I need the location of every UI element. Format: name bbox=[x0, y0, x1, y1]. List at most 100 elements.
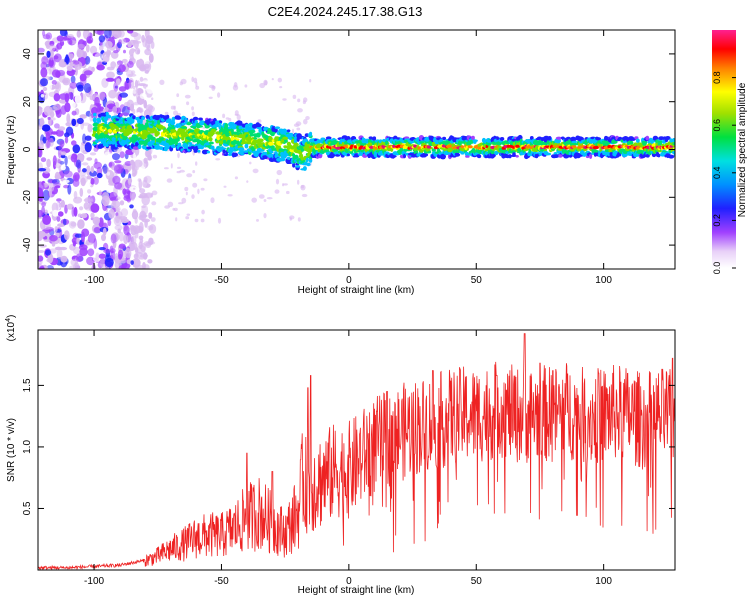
heatmap-cell bbox=[40, 78, 48, 87]
heatmap-cell bbox=[94, 52, 104, 61]
heatmap-cell bbox=[593, 150, 600, 153]
heatmap-cell bbox=[249, 161, 252, 165]
heatmap-cell bbox=[292, 162, 296, 168]
heatmap-cell bbox=[93, 227, 101, 233]
heatmap-cell bbox=[46, 265, 55, 269]
x-tick-label: -100 bbox=[84, 275, 104, 286]
heatmap-cell bbox=[79, 187, 84, 197]
heatmap-cell bbox=[413, 144, 418, 148]
heatmap-cell bbox=[105, 111, 109, 117]
x-tick-label: -50 bbox=[214, 275, 229, 286]
heatmap-cell bbox=[157, 119, 161, 125]
heatmap-cell bbox=[93, 176, 99, 185]
heatmap-cell bbox=[460, 152, 465, 155]
heatmap-cell bbox=[55, 232, 60, 238]
heatmap-cell bbox=[75, 253, 83, 262]
heatmap-cell bbox=[132, 115, 136, 120]
heatmap-cell bbox=[621, 152, 628, 158]
heatmap-cell bbox=[191, 194, 195, 200]
heatmap-cell bbox=[234, 176, 238, 180]
heatmap-cell bbox=[529, 136, 534, 140]
colorbar: 0.0 0.2 0.4 0.6 0.8 Normalized spectral ampl… bbox=[712, 30, 748, 274]
heatmap-cell bbox=[133, 39, 139, 49]
heatmap-cell bbox=[123, 225, 130, 236]
heatmap-cell bbox=[38, 181, 45, 192]
heatmap-cell bbox=[148, 212, 153, 219]
heatmap-cell bbox=[139, 93, 147, 99]
heatmap-cell bbox=[109, 122, 116, 128]
heatmap-cell bbox=[80, 143, 85, 153]
heatmap-cell bbox=[485, 144, 489, 149]
heatmap-cell bbox=[146, 84, 155, 94]
x-tick-label: 0 bbox=[346, 275, 352, 286]
heatmap-cell bbox=[39, 117, 45, 127]
heatmap-cell bbox=[40, 67, 48, 78]
heatmap-cell bbox=[195, 81, 198, 87]
heatmap-cell bbox=[60, 165, 66, 171]
x-tick-label: -50 bbox=[214, 576, 229, 587]
heatmap-cell bbox=[136, 201, 143, 208]
heatmap-cell bbox=[150, 217, 156, 222]
heatmap-cell bbox=[282, 183, 285, 187]
y-tick-label: 20 bbox=[22, 96, 33, 108]
heatmap-cell bbox=[581, 152, 586, 155]
heatmap-cell bbox=[276, 169, 283, 176]
heatmap-cell bbox=[642, 140, 647, 146]
heatmap-cell bbox=[67, 92, 74, 100]
heatmap-cell bbox=[74, 233, 83, 238]
x-tick-label: 50 bbox=[471, 576, 483, 587]
heatmap-cell bbox=[132, 208, 137, 214]
heatmap-cell bbox=[96, 172, 103, 179]
heatmap-cell bbox=[672, 142, 675, 146]
heatmap-cell bbox=[52, 155, 57, 166]
snr-ticks: -100 -50 0 50 100 0.5 1.0 1.5 bbox=[22, 330, 675, 587]
heatmap-cell bbox=[117, 249, 124, 259]
heatmap-cell bbox=[78, 244, 88, 251]
heatmap-cell bbox=[164, 167, 169, 170]
heatmap-cell bbox=[124, 101, 131, 107]
heatmap-cell bbox=[431, 148, 436, 152]
heatmap-cell bbox=[508, 154, 512, 159]
heatmap-cell bbox=[85, 44, 90, 53]
heatmap-cell bbox=[143, 63, 150, 69]
heatmap-cell bbox=[54, 174, 62, 180]
heatmap-cell bbox=[62, 218, 67, 226]
heatmap-cell bbox=[105, 41, 113, 49]
heatmap-cell bbox=[148, 53, 154, 63]
heatmap-cell bbox=[67, 34, 74, 39]
heatmap-cell bbox=[136, 112, 141, 116]
heatmap-cell bbox=[244, 143, 249, 149]
heatmap-cell bbox=[295, 165, 301, 168]
heatmap-cell bbox=[134, 247, 139, 253]
heatmap-cell bbox=[673, 152, 675, 157]
x-tick-label: 50 bbox=[471, 275, 483, 286]
heatmap-cell bbox=[38, 105, 43, 116]
heatmap-cell bbox=[59, 246, 68, 251]
heatmap-cell bbox=[601, 140, 608, 144]
spectrogram-panel: -100 -50 0 50 100 -40 -20 0 20 40 Height of strai… bbox=[6, 29, 676, 296]
heatmap-cell bbox=[105, 77, 115, 82]
heatmap-cell bbox=[636, 138, 640, 144]
snr-y-unit: (x104) bbox=[5, 315, 17, 342]
heatmap-cell bbox=[127, 177, 132, 185]
heatmap-cell bbox=[97, 119, 102, 123]
heatmap-cell bbox=[616, 153, 622, 157]
heatmap-cell bbox=[668, 154, 675, 159]
heatmap-cell bbox=[300, 185, 305, 189]
heatmap-cell bbox=[306, 162, 311, 167]
heatmap-cell bbox=[64, 155, 68, 166]
heatmap-cell bbox=[76, 236, 80, 245]
spectrogram-y-axis-label: Frequency (Hz) bbox=[6, 116, 17, 185]
heatmap-cell bbox=[66, 203, 74, 210]
heatmap-cell bbox=[103, 151, 112, 162]
heatmap-cell bbox=[201, 209, 205, 215]
heatmap-cell bbox=[130, 260, 134, 265]
heatmap-cell bbox=[146, 146, 153, 150]
heatmap-cell bbox=[515, 144, 520, 148]
y-tick-label: 0 bbox=[22, 146, 33, 152]
heatmap-cell bbox=[91, 107, 98, 115]
heatmap-cell bbox=[65, 126, 74, 136]
heatmap-cell bbox=[102, 163, 108, 174]
heatmap-cell bbox=[206, 150, 211, 154]
heatmap-cell bbox=[371, 137, 376, 141]
